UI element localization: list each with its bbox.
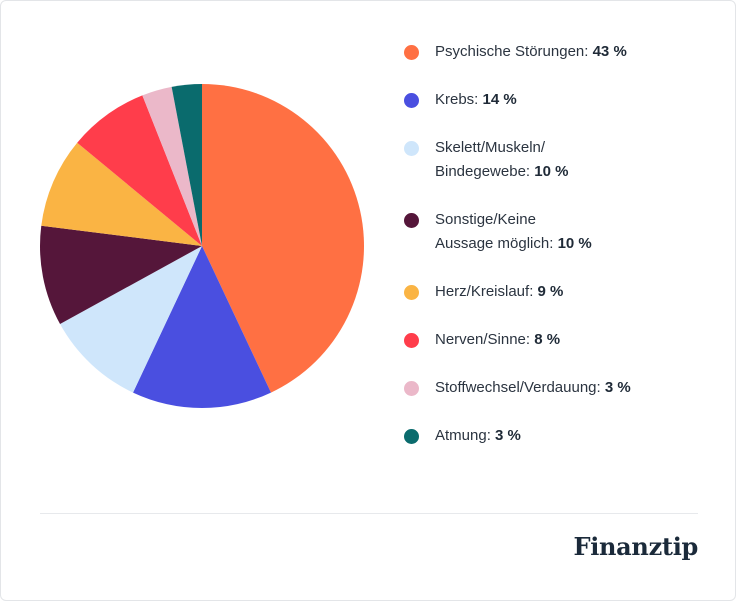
legend: Psychische Störungen: 43 % Krebs: 14 % Ske… bbox=[404, 40, 724, 472]
legend-item: Nerven/Sinne: 8 % bbox=[404, 328, 724, 352]
legend-label: Sonstige/Keine Aussage möglich: bbox=[435, 211, 558, 252]
legend-label: Nerven/Sinne: bbox=[435, 331, 535, 348]
pie-slice-7 bbox=[142, 86, 202, 247]
pie-slice-5 bbox=[41, 142, 202, 246]
legend-label: Herz/Kreislauf: bbox=[435, 283, 538, 300]
legend-value: 10 % bbox=[557, 235, 592, 252]
legend-swatch bbox=[404, 380, 419, 396]
pie-slice-3 bbox=[60, 246, 202, 393]
pie-chart bbox=[40, 84, 364, 408]
legend-item: Skelett/Muskeln/Bindegewebe: 10 % bbox=[404, 136, 724, 184]
legend-label: Skelett/Muskeln/Bindegewebe: bbox=[435, 139, 546, 180]
legend-value: 3 % bbox=[604, 379, 631, 396]
legend-swatch bbox=[404, 92, 419, 108]
legend-item: Psychische Störungen: 43 % bbox=[404, 40, 724, 64]
legend-label: Atmung: bbox=[435, 427, 496, 444]
legend-label: Krebs: bbox=[435, 91, 483, 108]
legend-value: 10 % bbox=[534, 163, 569, 180]
legend-item: Sonstige/Keine Aussage möglich: 10 % bbox=[404, 208, 724, 256]
legend-value: 14 % bbox=[482, 91, 517, 108]
legend-swatch bbox=[404, 332, 419, 348]
legend-item: Stoffwechsel/Verdauung: 3 % bbox=[404, 376, 724, 400]
legend-label: Psychische Störungen: bbox=[435, 43, 593, 60]
divider bbox=[40, 513, 698, 514]
legend-swatch bbox=[404, 44, 419, 60]
legend-item: Krebs: 14 % bbox=[404, 88, 724, 112]
pie-slice-4 bbox=[40, 225, 202, 325]
brand-logo: Finanztip bbox=[573, 532, 698, 561]
pie-slice-1 bbox=[202, 84, 364, 393]
pie-slice-2 bbox=[133, 246, 271, 408]
pie-slice-8 bbox=[171, 84, 202, 246]
legend-item: Atmung: 3 % bbox=[404, 424, 724, 448]
pie-slice-6 bbox=[77, 95, 202, 246]
legend-swatch bbox=[404, 212, 419, 228]
legend-text: Nerven/Sinne: 8 % bbox=[435, 328, 560, 352]
legend-text: Psychische Störungen: 43 % bbox=[435, 40, 627, 64]
legend-text: Stoffwechsel/Verdauung: 3 % bbox=[435, 376, 631, 400]
legend-label: Stoffwechsel/Verdauung: bbox=[435, 379, 605, 396]
legend-value: 8 % bbox=[534, 331, 561, 348]
legend-value: 9 % bbox=[537, 283, 564, 300]
legend-swatch bbox=[404, 140, 419, 156]
legend-text: Atmung: 3 % bbox=[435, 424, 521, 448]
legend-value: 43 % bbox=[592, 43, 627, 60]
legend-text: Skelett/Muskeln/Bindegewebe: 10 % bbox=[435, 136, 568, 184]
legend-swatch bbox=[404, 284, 419, 300]
legend-text: Krebs: 14 % bbox=[435, 88, 517, 112]
legend-text: Sonstige/Keine Aussage möglich: 10 % bbox=[435, 208, 592, 256]
legend-value: 3 % bbox=[495, 427, 521, 444]
legend-item: Herz/Kreislauf: 9 % bbox=[404, 280, 724, 304]
legend-swatch bbox=[404, 428, 419, 444]
legend-text: Herz/Kreislauf: 9 % bbox=[435, 280, 563, 304]
